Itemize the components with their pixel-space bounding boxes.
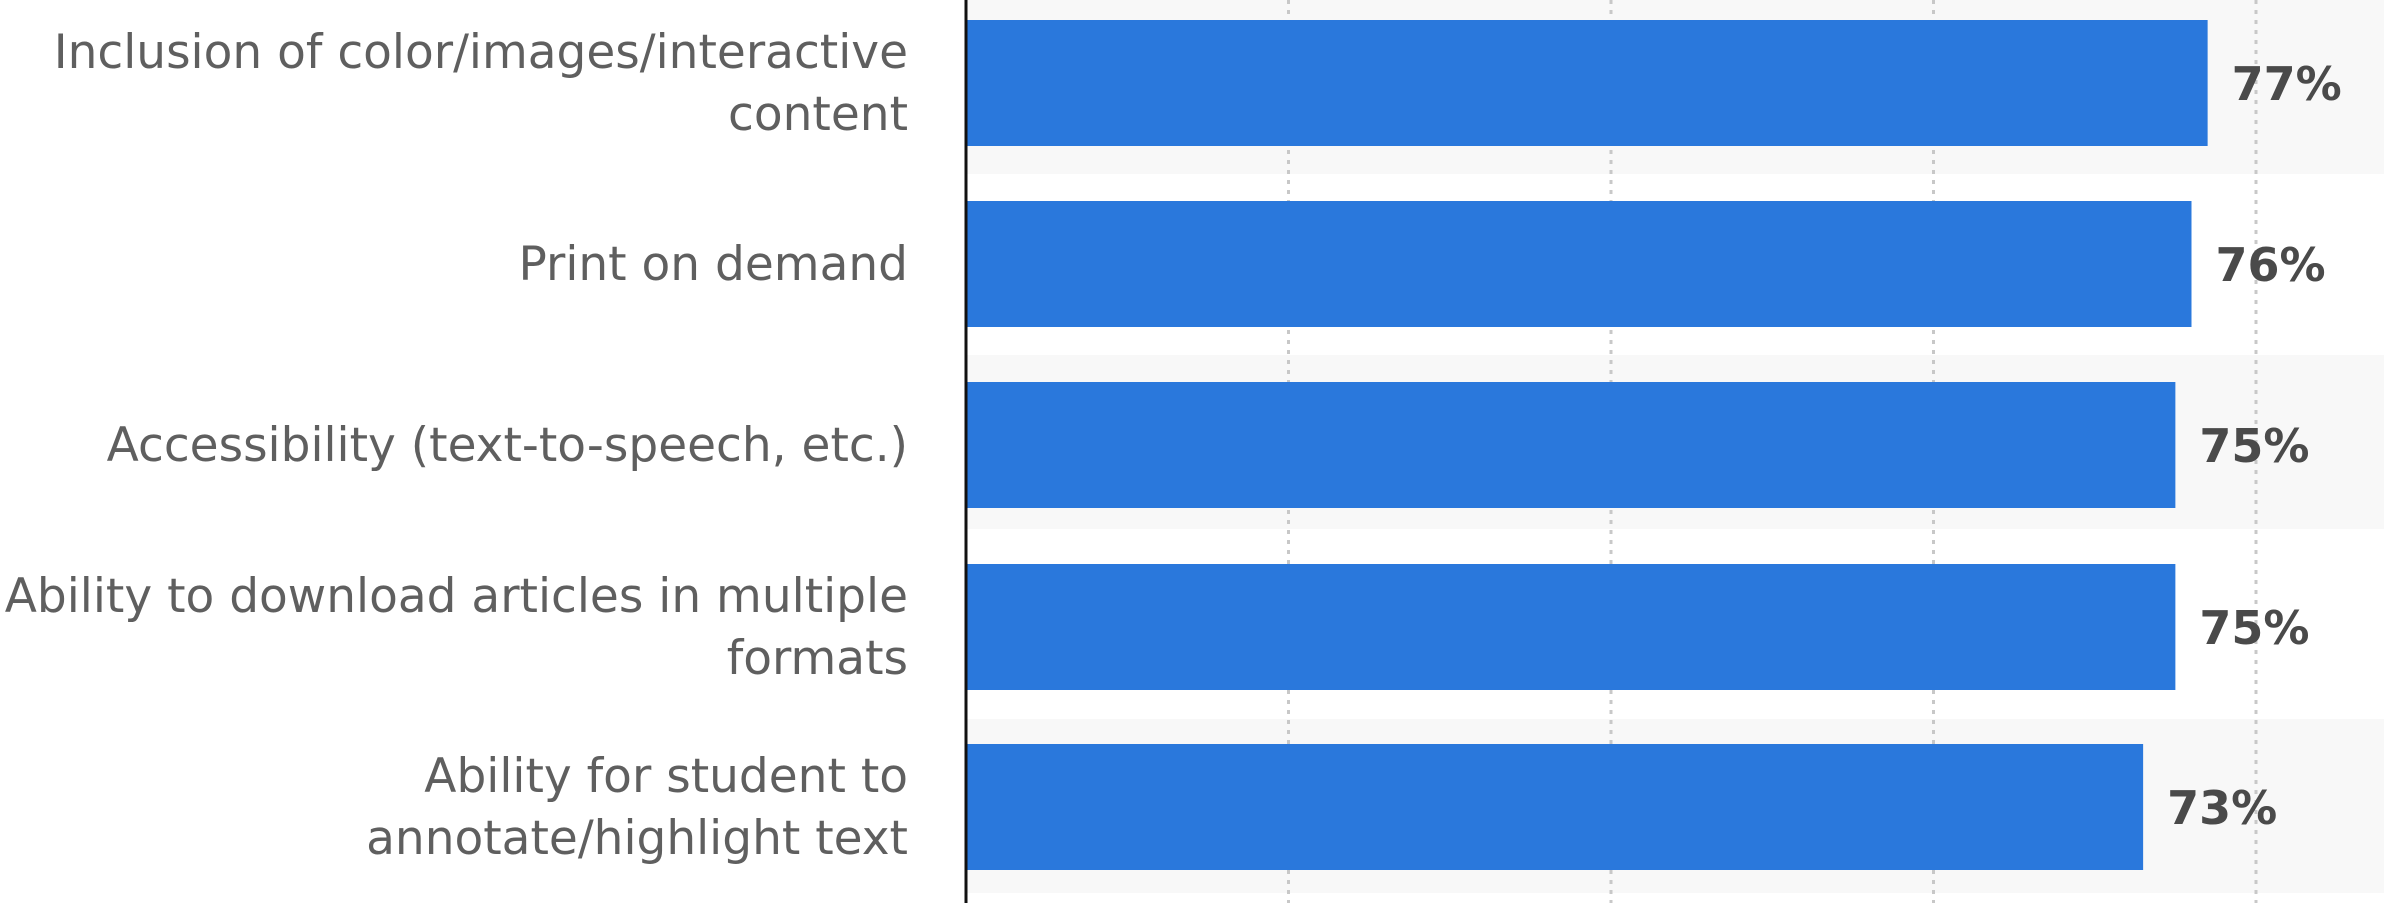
category-label-5-line-2: annotate/highlight text: [366, 811, 908, 866]
category-label-1: Inclusion of color/images/interactive con…: [54, 25, 908, 142]
category-labels: Inclusion of color/images/interactive con…: [5, 25, 908, 866]
category-label-3-line-1: Accessibility (text-to-speech, etc.): [107, 418, 908, 473]
bar-4: [966, 564, 2176, 690]
bar-3: [966, 382, 2176, 508]
category-label-5-line-1: Ability for student to: [424, 749, 908, 804]
value-label-2: 76%: [2216, 238, 2326, 292]
category-label-1-line-1: Inclusion of color/images/interactive: [54, 25, 908, 80]
value-label-5: 73%: [2167, 781, 2277, 835]
value-label-1: 77%: [2232, 57, 2342, 111]
value-label-3: 75%: [2199, 419, 2309, 473]
category-label-2-line-1: Print on demand: [519, 237, 909, 292]
value-label-4: 75%: [2199, 601, 2309, 655]
category-label-4: Ability to download articles in multiple…: [5, 569, 908, 686]
category-label-2: Print on demand: [519, 237, 909, 292]
category-label-4-line-2: formats: [727, 631, 908, 686]
bar-5: [966, 744, 2144, 870]
bar-1: [966, 20, 2208, 146]
category-label-1-line-2: content: [728, 87, 908, 142]
category-label-5: Ability for student to annotate/highlight…: [366, 749, 908, 866]
category-label-4-line-1: Ability to download articles in multiple: [5, 569, 908, 624]
bar-2: [966, 201, 2192, 327]
value-labels: 77% 76% 75% 75% 73%: [2167, 57, 2342, 835]
category-label-3: Accessibility (text-to-speech, etc.): [107, 418, 908, 473]
bars: [966, 20, 2208, 870]
